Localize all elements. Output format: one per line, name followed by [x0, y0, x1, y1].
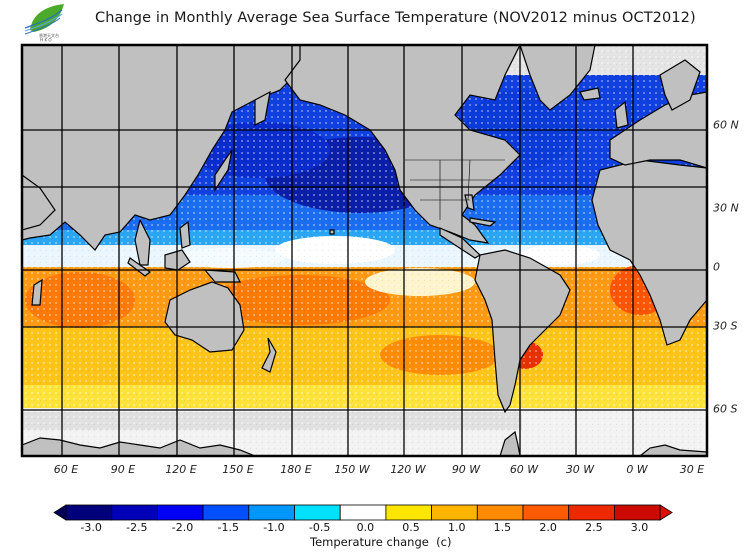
- land-antarctica: [22, 437, 256, 456]
- colorbar-tick-label: -2.0: [171, 521, 194, 534]
- longitude-label: 90 E: [110, 463, 136, 476]
- land-australia: [164, 281, 245, 353]
- longitude-label: 60 W: [509, 463, 539, 476]
- land-sumatra: [127, 257, 152, 277]
- colorbar-tick-label: 2.0: [539, 521, 557, 534]
- land-kamchatka: [254, 90, 271, 126]
- latitude-label: 30 S: [713, 319, 738, 333]
- land-new-zealand: [261, 337, 277, 373]
- land-south-america: [474, 249, 571, 414]
- colorbar-tick-label: -3.0: [80, 521, 102, 534]
- longitude-label: 120 W: [390, 463, 426, 476]
- longitude-label: 30 W: [565, 463, 595, 476]
- colorbar-tick-label: -1.5: [217, 521, 239, 534]
- land-new-guinea: [203, 269, 241, 283]
- colorbar-tick-label: -0.5: [308, 521, 331, 534]
- land-cuba: [469, 217, 497, 227]
- land-asia: [22, 45, 331, 251]
- land-philippines: [179, 220, 191, 249]
- land-iceland: [579, 87, 601, 101]
- longitude-label: 180 E: [280, 463, 312, 476]
- colorbar-tick-label: -1.0: [263, 521, 285, 534]
- land-madagascar: [31, 278, 43, 306]
- map-frame: [20, 43, 709, 458]
- land-antarctica-east: [639, 444, 707, 456]
- longitude-label: 30 E: [679, 463, 705, 476]
- colorbar-tick-label: 0.5: [402, 521, 420, 534]
- latitude-label: 60 S: [713, 402, 738, 416]
- land-scandinavia: [659, 59, 701, 111]
- land-indochina: [134, 218, 151, 266]
- latitude-label: 60 N: [713, 118, 739, 132]
- longitude-label: 120 E: [165, 463, 197, 476]
- latitude-label: 0: [713, 260, 720, 274]
- map-field: [22, 45, 707, 456]
- graticule: [22, 45, 707, 456]
- latitude-label: 30 N: [713, 201, 739, 215]
- colorbar-title: Temperature change (c): [310, 535, 452, 549]
- colorbar-tick-label: 1.0: [447, 521, 466, 534]
- land-masses: [22, 45, 707, 456]
- land-africa: [591, 159, 707, 346]
- land-borders: [405, 159, 505, 220]
- colorbar-tick-label: 0.0: [356, 521, 375, 534]
- land-uk: [614, 100, 629, 129]
- longitude-label: 150 W: [334, 463, 370, 476]
- land-antarctic-peninsula: [499, 430, 521, 456]
- logo-caption-bottom: HKO: [40, 38, 53, 43]
- longitude-label: 0 W: [626, 463, 648, 476]
- map-title: Change in Monthly Average Sea Surface Te…: [95, 10, 696, 26]
- longitude-label: 90 W: [451, 463, 481, 476]
- longitude-label: 150 E: [222, 463, 254, 476]
- colorbar-tick-label: 3.0: [630, 521, 649, 534]
- logo-caption-top: 香港天文台: [39, 32, 59, 38]
- longitude-label: 60 E: [53, 463, 79, 476]
- land-hawaii: [329, 229, 335, 235]
- land-florida: [464, 194, 475, 211]
- colorbar-tick-label: 1.5: [493, 521, 512, 534]
- leaf-logo-icon: 香港天文台 HKO: [24, 4, 64, 43]
- land-arabia: [22, 174, 56, 231]
- colorbar-tick-label: 2.5: [585, 521, 603, 534]
- colorbar-tick-label: -2.5: [126, 521, 148, 534]
